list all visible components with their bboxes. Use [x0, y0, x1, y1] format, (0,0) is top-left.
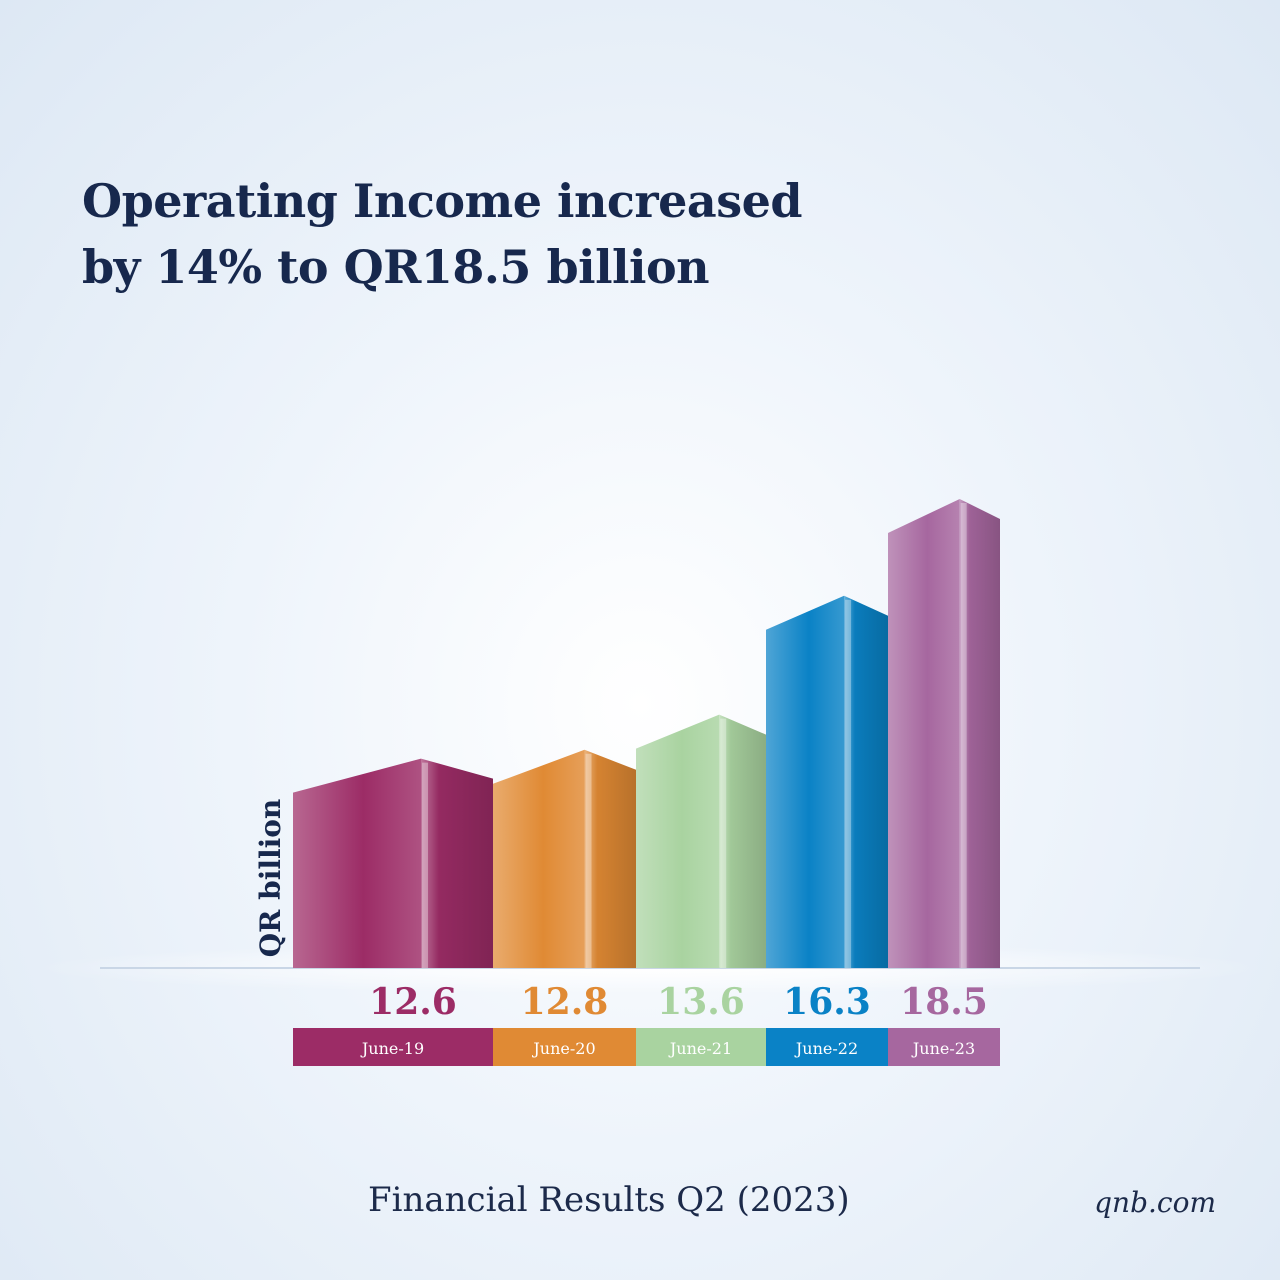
category-label: June-19 [360, 1039, 424, 1058]
footer-title: Financial Results Q2 (2023) [368, 1180, 850, 1220]
bar-face-left [493, 749, 585, 968]
bar-face-right [719, 714, 766, 968]
bar-june-19 [293, 758, 493, 968]
bar-june-21 [636, 714, 766, 968]
category-label: June-20 [531, 1039, 595, 1058]
category-strip [766, 1028, 888, 1066]
bar-face-left [888, 499, 960, 968]
bar-face-left [293, 758, 421, 968]
chart-title-line-1: Operating Income increased [82, 174, 803, 228]
bar-june-23 [888, 499, 1000, 968]
value-label: 16.3 [783, 981, 871, 1023]
bar-face-right [421, 758, 493, 968]
chart-title-line-2: by 14% to QR18.5 billion [82, 240, 710, 294]
category-label: June-23 [911, 1039, 975, 1058]
footer-website: qnb.com [1094, 1186, 1216, 1219]
value-labels-group: 12.6 12.8 13.6 16.3 18.5 [369, 981, 988, 1023]
bar-june-22 [766, 595, 888, 968]
bar-face-right [844, 595, 888, 968]
value-label: 12.8 [521, 981, 609, 1023]
bar-face-right [959, 499, 1000, 968]
category-strip [636, 1028, 766, 1066]
value-label: 13.6 [657, 981, 745, 1023]
category-strip [293, 1028, 493, 1066]
chart-title: Operating Income increased by 14% to QR1… [82, 168, 803, 300]
value-label: 18.5 [900, 981, 988, 1023]
bar-face-right [584, 749, 636, 968]
bar-june-20 [493, 749, 636, 968]
category-label: June-21 [668, 1039, 732, 1058]
y-axis-label: QR billion [254, 799, 287, 958]
value-label: 12.6 [369, 981, 457, 1023]
category-strip [888, 1028, 1000, 1066]
category-strip [493, 1028, 636, 1066]
bar-face-left [636, 714, 720, 968]
bar-face-left [766, 595, 845, 968]
category-label: June-22 [794, 1039, 858, 1058]
bars-group [293, 499, 1000, 968]
category-labels-group: June-19 June-20 June-21 June-22 June-23 [293, 1028, 1000, 1066]
